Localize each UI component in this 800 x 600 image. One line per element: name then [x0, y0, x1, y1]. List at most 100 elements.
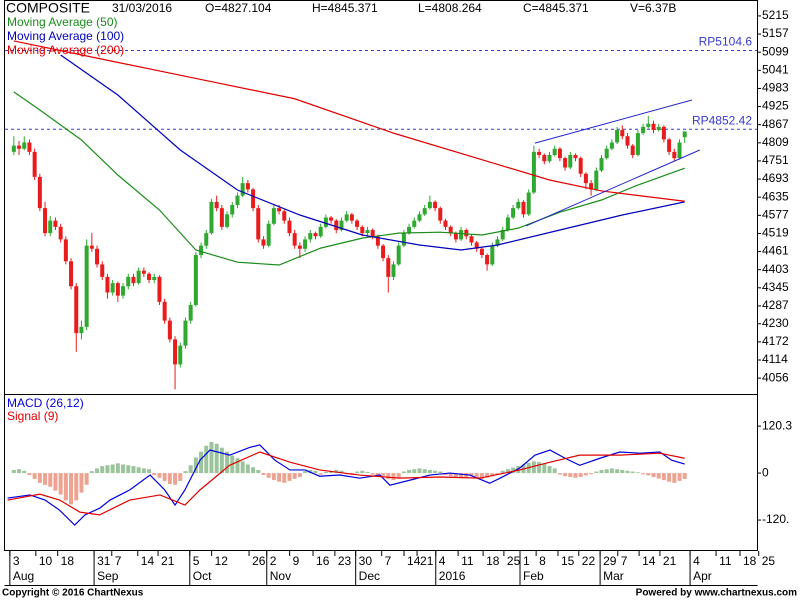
histogram-bar — [245, 464, 250, 474]
histogram-bar — [391, 473, 396, 481]
candle-body — [667, 139, 672, 152]
x-tick-label: 11 — [461, 554, 474, 568]
candle-body — [121, 286, 126, 296]
histogram-bar — [58, 473, 63, 495]
candle-body — [568, 155, 573, 168]
candle-body — [583, 173, 588, 184]
candle-body — [573, 155, 578, 159]
candle-body — [615, 130, 620, 143]
powered-by: Powered by www.chartnexus.com — [636, 588, 797, 599]
candle-body — [84, 245, 89, 327]
histogram-bar — [178, 473, 183, 481]
y-tick-label: 4230 — [762, 316, 789, 330]
moving-average-line — [60, 54, 685, 251]
candle-body — [251, 189, 256, 209]
histogram-bar — [365, 471, 370, 474]
month-label: Dec — [359, 569, 380, 583]
month-label: Apr — [693, 569, 712, 583]
histogram-bar — [11, 469, 16, 474]
candle-body — [360, 226, 365, 234]
histogram-bar — [625, 470, 630, 474]
candle-body — [464, 230, 469, 237]
y-tick-label: 4925 — [762, 99, 789, 113]
histogram-bar — [578, 473, 583, 477]
candle-body — [53, 220, 58, 227]
x-tick-label: 9 — [293, 554, 300, 568]
histogram-bar — [469, 473, 474, 477]
header-high: H=4845.371 — [312, 1, 378, 15]
reference-label: RP4852.42 — [692, 113, 752, 127]
histogram-bar — [677, 473, 682, 481]
histogram-bar — [542, 463, 547, 474]
histogram-bar — [141, 468, 146, 474]
histogram-bar — [235, 458, 240, 474]
histogram-bar — [516, 466, 521, 474]
y-tick-label: 4809 — [762, 135, 789, 149]
candle-body — [552, 148, 557, 155]
y-tick-label: 4693 — [762, 171, 789, 185]
histogram-bar — [323, 471, 328, 474]
candle-body — [282, 211, 287, 221]
histogram-bar — [136, 467, 141, 474]
header-close: C=4845.371 — [523, 1, 589, 15]
histogram-bar — [635, 472, 640, 474]
candle-body — [557, 148, 562, 159]
histogram-bar — [495, 473, 500, 475]
x-tick-label: 29 — [603, 554, 617, 568]
x-tick-label: 2 — [270, 554, 277, 568]
candle-body — [141, 270, 146, 274]
candle-body — [27, 142, 32, 152]
legend-entry: Signal (9) — [7, 409, 58, 423]
y-tick-label: 5041 — [762, 62, 789, 76]
histogram-bar — [583, 473, 588, 476]
candle-body — [646, 123, 651, 127]
histogram-bar — [188, 465, 193, 474]
histogram-bar — [131, 466, 136, 474]
candle-body — [204, 233, 209, 246]
candle-body — [433, 201, 438, 209]
histogram-bar — [277, 473, 282, 482]
candle-body — [589, 183, 594, 190]
histogram-bar — [599, 469, 604, 474]
x-tick-label: 14 — [141, 554, 155, 568]
y-tick-label: 4056 — [762, 370, 789, 384]
histogram-bar — [43, 473, 48, 485]
histogram-bar — [537, 462, 542, 474]
histogram-bar — [339, 470, 344, 474]
y-tick-label: 4983 — [762, 81, 789, 95]
histogram-bar — [661, 473, 666, 481]
candle-body — [417, 214, 422, 221]
histogram-bar — [110, 464, 115, 474]
y-tick-label: 4867 — [762, 117, 789, 131]
histogram-bar — [183, 471, 188, 474]
candle-body — [370, 230, 375, 237]
trend-line — [534, 99, 693, 144]
y-tick-label: 5157 — [762, 26, 789, 40]
y-tick-label: 5215 — [762, 8, 789, 22]
candle-body — [609, 142, 614, 149]
y-tick-label: 4635 — [762, 189, 789, 203]
histogram-bar — [370, 473, 375, 475]
y-tick-label: 120.3 — [762, 418, 792, 432]
histogram-bar — [453, 473, 458, 477]
histogram-bar — [27, 473, 32, 476]
histogram-bar — [656, 473, 661, 479]
candle-body — [277, 208, 282, 212]
header-volume: V=6.37B — [630, 1, 676, 15]
candle-body — [469, 236, 474, 243]
candle-body — [365, 230, 370, 234]
candle-body — [245, 183, 250, 190]
candle-body — [490, 245, 495, 265]
candle-body — [292, 233, 297, 246]
histogram-bar — [167, 473, 172, 485]
histogram-bar — [547, 466, 552, 474]
macd-panel — [4, 394, 758, 551]
histogram-bar — [479, 473, 484, 479]
candle-body — [682, 131, 687, 138]
candle-body — [136, 270, 141, 284]
histogram-bar — [214, 443, 219, 474]
candle-body — [235, 195, 240, 205]
trend-line — [525, 149, 700, 227]
x-tick-label: 7 — [621, 554, 628, 568]
